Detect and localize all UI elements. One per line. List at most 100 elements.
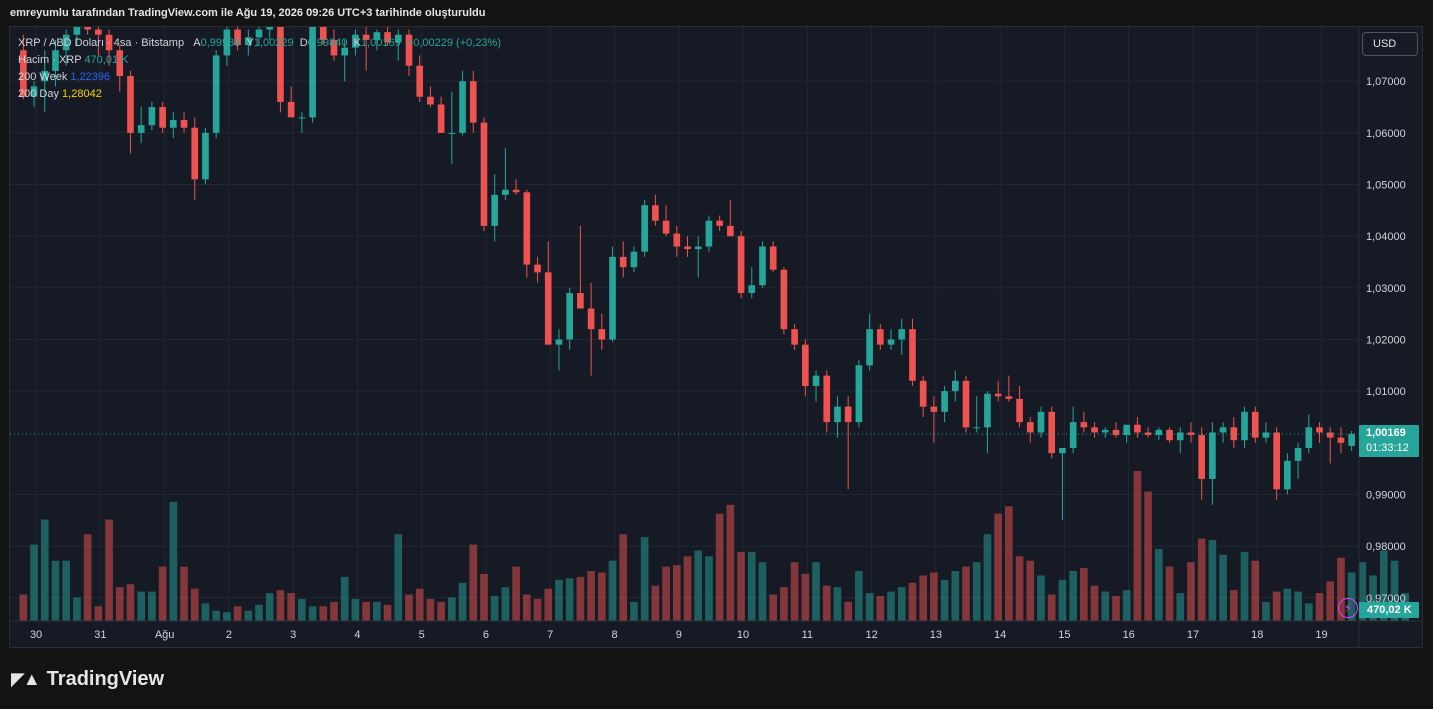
- legend-ma200w-label[interactable]: 200 Week: [18, 71, 68, 83]
- time-tick-label: 15: [1058, 629, 1070, 641]
- candles: [20, 27, 1355, 521]
- candle-body: [534, 264, 541, 273]
- candle-body: [448, 132, 456, 134]
- candle-body: [919, 380, 927, 407]
- tradingview-logo[interactable]: ◤▲ TradingView: [11, 668, 164, 691]
- volume-bar: [672, 565, 681, 621]
- candle-body: [62, 34, 70, 51]
- legend-ma200w-row: 200 Week 1,22396: [18, 69, 501, 86]
- chart-panel[interactable]: 1,07000 1,06000 1,05000 1,04000 1,03000 1,020…: [9, 26, 1423, 648]
- price-tick-label: 1,01000: [1366, 386, 1406, 398]
- legend-volume-label[interactable]: Hacim · XRP: [18, 54, 82, 66]
- volume-bar: [919, 575, 927, 621]
- legend-close-value: 1,00169: [360, 37, 401, 49]
- candle-body: [52, 50, 59, 71]
- candle-body: [1176, 432, 1184, 441]
- volume-bar: [662, 566, 670, 621]
- legend-ma200d-value: 1,28042: [62, 88, 102, 100]
- volume-bar: [962, 566, 970, 621]
- volume-bar: [330, 601, 338, 621]
- currency-button[interactable]: USD: [1362, 32, 1418, 56]
- candle-body: [223, 29, 231, 56]
- flash-icon[interactable]: ⚡: [1338, 598, 1358, 618]
- grid-lines: [10, 27, 1359, 621]
- volume-bar: [1122, 590, 1131, 621]
- volume-bar: [437, 601, 445, 621]
- legend-ma200w-value: 1,22396: [70, 71, 111, 83]
- volume-bar: [533, 598, 542, 621]
- volume-bar: [1133, 471, 1142, 621]
- volume-bar: [115, 587, 124, 621]
- volume-bar: [180, 566, 188, 621]
- volume-bar: [1229, 590, 1238, 621]
- candle-body: [105, 34, 113, 51]
- volume-bar: [1337, 557, 1345, 621]
- volume-bar: [1326, 581, 1335, 621]
- legend-symbol[interactable]: XRP / ABD Doları · 4sa · Bitstamp: [18, 37, 185, 49]
- volume-bar: [190, 588, 199, 621]
- volume-bar: [1144, 491, 1152, 621]
- volume-bar: [758, 562, 767, 621]
- volume-bar: [40, 519, 49, 621]
- candle-body: [244, 37, 252, 46]
- candle-body: [191, 127, 199, 180]
- volume-bar: [1037, 575, 1045, 621]
- candle-body: [619, 256, 627, 268]
- candlestick-chart[interactable]: 1,07000 1,06000 1,05000 1,04000 1,03000 1,020…: [10, 27, 1423, 648]
- volume-bar: [373, 601, 381, 621]
- candle-body: [941, 391, 948, 412]
- candle-body: [1273, 432, 1280, 490]
- volume-bar: [276, 590, 285, 621]
- volume-bar: [105, 519, 113, 621]
- candle-body: [662, 220, 670, 234]
- volume-bar: [1155, 548, 1163, 621]
- volume-bar: [1047, 594, 1056, 621]
- candle-body: [973, 427, 981, 429]
- candle-body: [684, 246, 691, 250]
- candle-body: [180, 119, 188, 128]
- volume-bar: [415, 588, 424, 621]
- candle-body: [1155, 429, 1163, 436]
- candle-body: [1080, 422, 1088, 428]
- candle-body: [791, 329, 798, 345]
- candle-body: [1262, 432, 1270, 438]
- legend-change: +0,00229 (+0,23%): [406, 37, 501, 49]
- volume-bar: [19, 594, 28, 621]
- candle-body: [1241, 411, 1248, 441]
- volume-bar: [1379, 550, 1388, 621]
- time-tick-label: 8: [611, 629, 617, 641]
- candle-body: [598, 329, 606, 340]
- candle-body: [1337, 437, 1345, 443]
- price-tick-label: 1,06000: [1366, 128, 1406, 140]
- candle-body: [1101, 429, 1109, 433]
- volume-bar: [255, 604, 263, 621]
- candle-body: [737, 236, 745, 294]
- candle-body: [1284, 460, 1291, 490]
- candle-body: [287, 101, 295, 118]
- volume-bar: [1058, 579, 1067, 621]
- candle-body: [587, 308, 595, 330]
- candle-body: [759, 246, 766, 286]
- candle-body: [512, 189, 520, 193]
- candle-body: [1005, 396, 1013, 399]
- candle-body: [876, 329, 884, 345]
- volume-bar: [233, 606, 242, 621]
- candle-body: [266, 27, 274, 30]
- candle-body: [1326, 432, 1334, 438]
- volume-bar: [630, 601, 638, 621]
- volume-bar: [1219, 554, 1227, 621]
- price-axis: 1,07000 1,06000 1,05000 1,04000 1,03000 1,020…: [1358, 27, 1406, 647]
- price-tick-label: 0,98000: [1366, 541, 1406, 553]
- time-tick-label: 4: [354, 629, 360, 641]
- bar-countdown: 01:33:12: [1366, 442, 1409, 454]
- legend-ma200d-label[interactable]: 200 Day: [18, 88, 59, 100]
- time-tick-label: 14: [994, 629, 1006, 641]
- volume-bar: [844, 601, 853, 621]
- candle-body: [148, 107, 156, 126]
- volume-bar: [158, 566, 167, 621]
- candle-body: [630, 251, 638, 268]
- candle-body: [984, 393, 991, 428]
- candle-body: [30, 86, 38, 97]
- volume-bar: [994, 513, 1002, 621]
- volume-bar: [512, 566, 520, 621]
